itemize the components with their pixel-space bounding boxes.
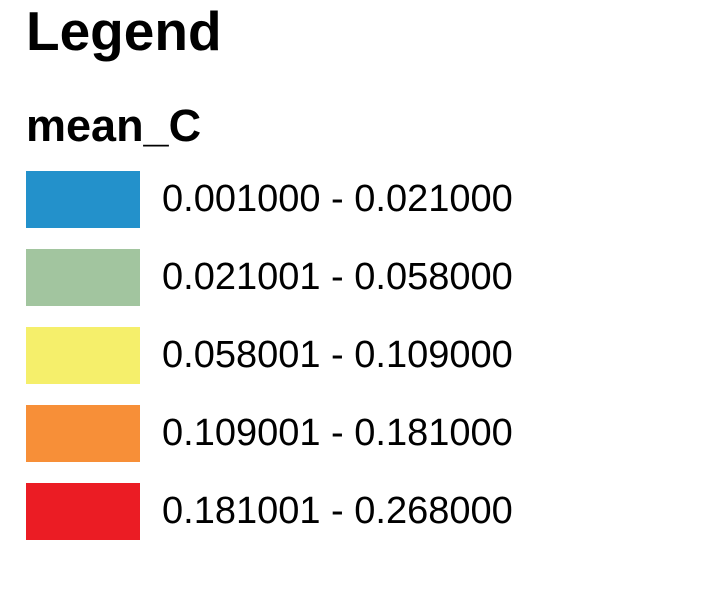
color-swatch (26, 483, 140, 540)
class-range-label: 0.181001 - 0.268000 (162, 490, 513, 532)
legend-class-list: 0.001000 - 0.021000 0.021001 - 0.058000 … (26, 171, 513, 561)
class-range-label: 0.058001 - 0.109000 (162, 334, 513, 376)
legend-class-item: 0.181001 - 0.268000 (26, 483, 513, 540)
legend-class-item: 0.021001 - 0.058000 (26, 249, 513, 306)
class-range-label: 0.109001 - 0.181000 (162, 412, 513, 454)
legend-title: Legend (26, 0, 222, 62)
class-range-label: 0.001000 - 0.021000 (162, 178, 513, 220)
legend-class-item: 0.109001 - 0.181000 (26, 405, 513, 462)
color-swatch (26, 171, 140, 228)
color-swatch (26, 249, 140, 306)
color-swatch (26, 327, 140, 384)
legend-field-name: mean_C (26, 100, 202, 151)
legend-class-item: 0.058001 - 0.109000 (26, 327, 513, 384)
color-swatch (26, 405, 140, 462)
class-range-label: 0.021001 - 0.058000 (162, 256, 513, 298)
legend-class-item: 0.001000 - 0.021000 (26, 171, 513, 228)
